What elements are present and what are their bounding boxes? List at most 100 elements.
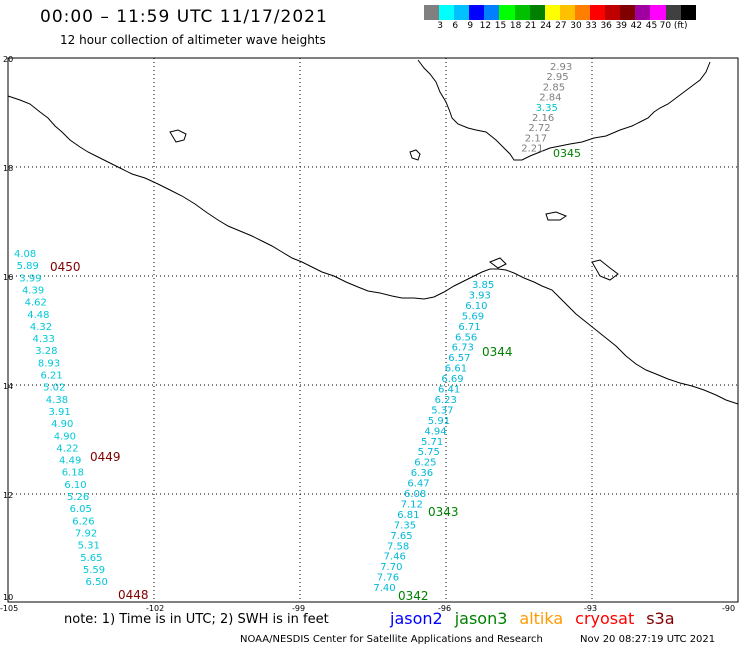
wave-height-value: 3.93 [469, 290, 491, 301]
wave-height-value: 6.61 [445, 364, 467, 375]
wave-height-value: 7.92 [75, 528, 97, 539]
colorbar-swatch [590, 5, 606, 20]
wave-height-value: 6.10 [64, 480, 86, 491]
colorbar-label: 39 [615, 21, 628, 31]
wave-height-value: 3.91 [48, 407, 70, 418]
wave-height-value: 2.72 [528, 123, 550, 134]
wave-height-value: 8.93 [38, 358, 60, 369]
wave-height-value: 7.65 [390, 531, 412, 542]
wave-height-value: 4.49 [59, 456, 81, 467]
wave-height-value: 3.28 [35, 346, 57, 357]
legend-entry: jason2 [390, 609, 443, 628]
legend-entry: cryosat [575, 609, 635, 628]
wave-height-value: 6.08 [404, 489, 426, 500]
legend-entry: jason3 [454, 609, 508, 628]
credit-line: NOAA/NESDIS Center for Satellite Applica… [240, 634, 543, 645]
wave-height-value: 5.69 [462, 311, 484, 322]
pass-time-label: 0448 [118, 588, 149, 602]
wave-height-value: 7.35 [394, 520, 416, 531]
colorbar-swatch [514, 5, 530, 20]
colorbar-swatch [680, 5, 696, 20]
wave-height-value: 7.12 [401, 499, 423, 510]
legend-entry: altika [519, 609, 564, 628]
generated-timestamp: Nov 20 08:27:19 UTC 2021 [580, 634, 716, 645]
wave-height-value: 2.85 [543, 82, 565, 93]
y-tick-label: 12 [3, 491, 13, 500]
wave-height-value: 4.90 [54, 431, 76, 442]
colorbar-label: 42 [630, 21, 643, 31]
wave-height-value: 5.65 [80, 553, 102, 564]
colorbar-swatch [439, 5, 455, 20]
x-tick-label: -96 [438, 604, 451, 613]
colorbar-label: 15 [494, 21, 507, 31]
map-title: 00:00 – 11:59 UTC 11/17/2021 [40, 7, 328, 27]
wave-height-value: 4.90 [51, 419, 73, 430]
colorbar-label: 70 (ft) [659, 21, 688, 31]
wave-height-value: 7.76 [377, 573, 399, 584]
wave-height-value: 6.18 [62, 468, 84, 479]
wave-height-value: 7.46 [384, 552, 406, 563]
wave-height-value: 6.81 [397, 510, 419, 521]
colorbar-swatch [454, 5, 470, 20]
colorbar-label: 9 [467, 21, 474, 31]
wave-height-value: 6.56 [455, 332, 477, 343]
wave-height-value: 2.16 [532, 113, 554, 124]
wave-height-value: 4.32 [30, 322, 52, 333]
wave-height-value: 6.26 [72, 516, 94, 527]
coastline [7, 95, 739, 405]
wave-height-value: 5.71 [421, 437, 443, 448]
y-tick-label: 20 [3, 55, 13, 64]
wave-height-value: 4.33 [33, 334, 55, 345]
wave-height-value: 5.89 [17, 261, 39, 272]
y-tick-label: 10 [3, 593, 13, 602]
map-frame [7, 57, 739, 603]
colorbar-swatch [484, 5, 500, 20]
island [591, 259, 619, 281]
units-note: note: 1) Time is in UTC; 2) SWH is in fe… [64, 612, 329, 627]
colorbar-label: 36 [600, 21, 612, 31]
wave-height-value: 6.41 [438, 385, 460, 396]
wave-height-value: 2.21 [521, 144, 543, 155]
wave-height-value: 5.31 [78, 541, 100, 552]
wave-height-value: 7.40 [373, 583, 395, 594]
wave-height-value: 4.38 [46, 395, 68, 406]
island [488, 257, 507, 269]
x-tick-label: -99 [292, 604, 305, 613]
y-tick-label: 14 [3, 382, 13, 391]
colorbar-swatch [605, 5, 621, 20]
wave-height-value: 6.21 [41, 371, 63, 382]
island [169, 129, 187, 143]
wave-height-value: 6.36 [411, 468, 433, 479]
island [409, 149, 421, 161]
x-tick-label: -102 [146, 604, 164, 613]
wave-height-value: 4.39 [22, 285, 44, 296]
pass-time-label: 0343 [428, 505, 459, 519]
colorbar-labels: 3 6 9 12 15 18 21 24 27 30 33 36 39 42 45 70 (ft) [424, 21, 740, 33]
pass-time-label: 0450 [50, 260, 81, 274]
wave-height-value: 6.50 [86, 577, 108, 588]
wave-height-value: 6.69 [441, 374, 463, 385]
colorbar-swatch [574, 5, 591, 20]
wave-height-value: 5.75 [418, 447, 440, 458]
wave-height-colorbar [424, 5, 696, 20]
gulf-coastline [417, 59, 711, 161]
wave-height-value: 6.57 [448, 353, 470, 364]
map-subtitle: 12 hour collection of altimeter wave hei… [60, 33, 326, 47]
wave-height-value: 3.99 [19, 273, 41, 284]
colorbar-label: 18 [509, 21, 522, 31]
wave-height-value: 7.70 [380, 562, 402, 573]
wave-height-value: 6.47 [407, 479, 429, 490]
colorbar-swatch [620, 5, 636, 20]
wave-height-value: 6.10 [465, 301, 487, 312]
colorbar-label: 3 [437, 21, 443, 31]
colorbar-swatch [424, 5, 440, 20]
wave-height-value: 6.73 [452, 343, 474, 354]
x-tick-label: -90 [722, 604, 735, 613]
colorbar-label: 27 [555, 21, 567, 31]
pass-time-label: 0449 [90, 450, 121, 464]
wave-height-value: 4.08 [14, 249, 36, 260]
colorbar-label: 24 [540, 21, 552, 31]
colorbar-swatch [665, 5, 681, 20]
colorbar-swatch [650, 5, 666, 20]
